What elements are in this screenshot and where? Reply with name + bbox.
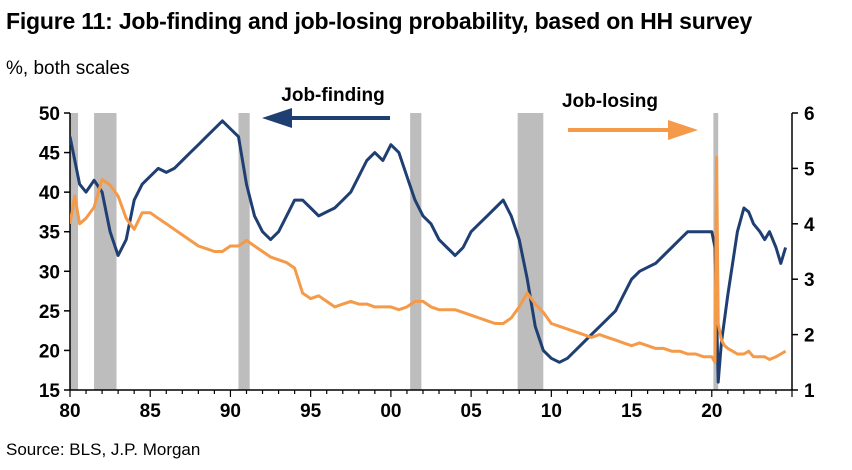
x-tick-label: 85 — [140, 401, 162, 422]
series-line-job-finding — [70, 119, 788, 384]
annotation-job-losing: Job-losing — [562, 91, 658, 112]
axes — [64, 112, 798, 397]
annotation-job-finding: Job-finding — [281, 85, 384, 106]
tick-labels: 50 45 40 35 30 25 20 15 6 5 4 3 2 1 80 85 90 95 00 05 10 15 20 — [39, 104, 815, 422]
series-line-job-losing — [70, 155, 787, 364]
arrow-job-losing-head — [668, 120, 698, 140]
right-tick-label: 4 — [804, 215, 815, 236]
left-tick-label: 50 — [39, 104, 60, 125]
recession-band-0 — [70, 113, 79, 390]
x-tick-label: 00 — [380, 401, 401, 422]
recession-band-3 — [410, 113, 422, 390]
series-lines — [70, 119, 788, 384]
x-tick-label: 05 — [461, 401, 483, 422]
left-tick-label: 40 — [39, 183, 60, 204]
left-tick-label: 45 — [39, 144, 61, 165]
chart-title: Figure 11: Job-finding and job-losing pr… — [6, 8, 753, 34]
right-tick-label: 5 — [804, 159, 815, 180]
x-tick-label: 20 — [701, 401, 722, 422]
x-tick-label: 80 — [59, 401, 80, 422]
arrow-job-finding-head — [262, 108, 292, 128]
right-tick-label: 2 — [804, 326, 815, 347]
source-note: Source: BLS, J.P. Morgan — [6, 440, 201, 459]
right-tick-label: 3 — [804, 270, 815, 291]
recession-bands — [70, 113, 719, 390]
recession-band-2 — [238, 113, 250, 390]
x-tick-label: 15 — [621, 401, 643, 422]
left-tick-label: 15 — [39, 381, 61, 402]
recession-band-1 — [94, 113, 117, 390]
left-tick-label: 35 — [39, 223, 61, 244]
right-tick-label: 1 — [804, 381, 815, 402]
left-tick-label: 25 — [39, 302, 61, 323]
x-tick-label: 90 — [220, 401, 241, 422]
right-tick-label: 6 — [804, 104, 815, 125]
left-tick-label: 30 — [39, 262, 60, 283]
x-tick-label: 10 — [541, 401, 562, 422]
chart-subtitle: %, both scales — [6, 58, 130, 79]
x-tick-label: 95 — [300, 401, 322, 422]
left-tick-label: 20 — [39, 341, 60, 362]
annotations: Job-finding Job-losing — [262, 85, 698, 140]
